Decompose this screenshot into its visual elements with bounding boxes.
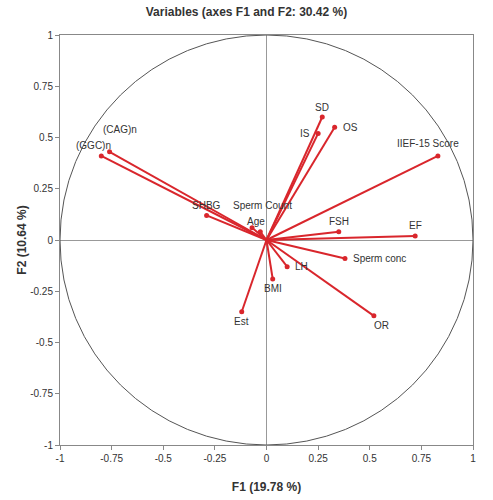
svg-text:Sperm conc: Sperm conc (353, 253, 406, 264)
svg-text:1: 1 (470, 453, 476, 464)
svg-text:-0.5: -0.5 (155, 453, 173, 464)
svg-text:EF: EF (409, 220, 422, 231)
svg-text:BMI: BMI (264, 283, 282, 294)
svg-text:0: 0 (264, 453, 270, 464)
svg-text:Est: Est (234, 316, 249, 327)
svg-text:0.25: 0.25 (34, 183, 54, 194)
svg-text:IIEF-15 Score: IIEF-15 Score (397, 138, 459, 149)
svg-text:1: 1 (47, 30, 53, 41)
svg-text:Age: Age (247, 216, 265, 227)
svg-text:-0.75: -0.75 (30, 388, 53, 399)
svg-text:(CAG)n: (CAG)n (103, 124, 137, 135)
svg-text:-1: -1 (44, 440, 53, 451)
svg-text:OS: OS (343, 122, 358, 133)
svg-text:0.5: 0.5 (363, 453, 377, 464)
svg-text:F1 (19.78 %): F1 (19.78 %) (232, 480, 301, 494)
svg-text:0.75: 0.75 (34, 81, 54, 92)
svg-text:OR: OR (374, 320, 389, 331)
svg-text:F2 (10.64 %): F2 (10.64 %) (15, 205, 29, 274)
svg-text:-0.25: -0.25 (30, 286, 53, 297)
svg-text:0.5: 0.5 (39, 132, 53, 143)
svg-text:LH: LH (295, 261, 308, 272)
svg-text:-1: -1 (56, 453, 65, 464)
svg-text:(GGC)n: (GGC)n (76, 140, 111, 151)
svg-text:Sperm Count: Sperm Count (233, 200, 292, 211)
svg-text:IS: IS (300, 128, 310, 139)
svg-text:SHBG: SHBG (192, 200, 221, 211)
svg-text:0: 0 (47, 235, 53, 246)
svg-text:0.25: 0.25 (308, 453, 328, 464)
svg-text:Variables (axes F1 and F2: 30.: Variables (axes F1 and F2: 30.42 %) (146, 5, 347, 19)
svg-text:-0.5: -0.5 (36, 337, 54, 348)
svg-text:FSH: FSH (329, 216, 349, 227)
svg-text:-0.25: -0.25 (203, 453, 226, 464)
svg-text:0.75: 0.75 (412, 453, 432, 464)
svg-text:SD: SD (315, 102, 329, 113)
svg-text:-0.75: -0.75 (100, 453, 123, 464)
